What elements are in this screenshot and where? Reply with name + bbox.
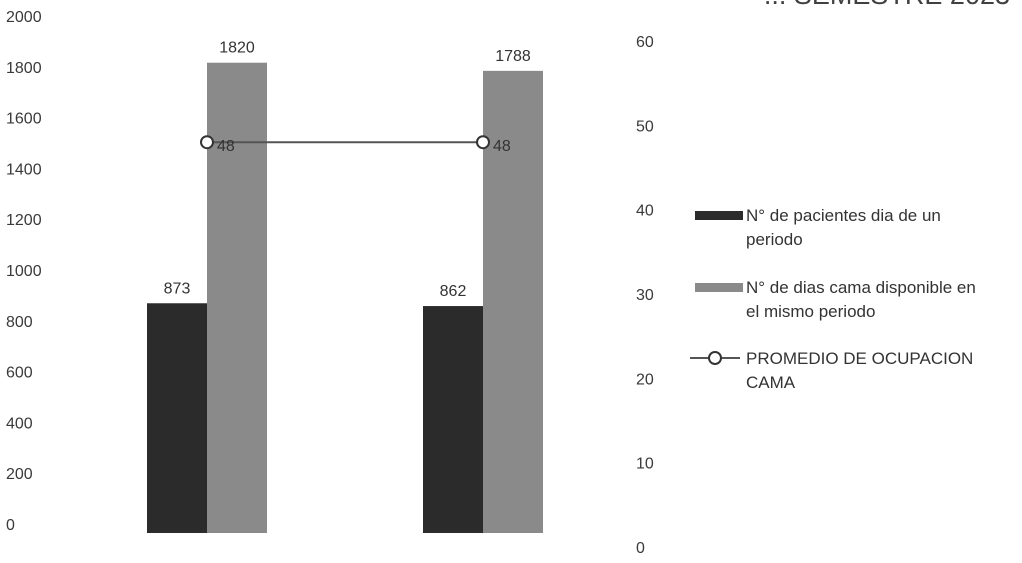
right-tick-label-2: 20 (636, 371, 654, 388)
legend-label-3-line2: CAMA (746, 373, 796, 392)
bar-series1-cat2 (423, 306, 483, 533)
bar-data-label-series2-cat2: 1788 (495, 48, 531, 65)
line-point-cat2 (476, 135, 490, 150)
legend-swatch-marker (708, 351, 722, 365)
left-tick-label-10: 2000 (6, 9, 42, 26)
right-tick-label-4: 40 (636, 203, 654, 220)
bar-series1-cat1 (147, 303, 207, 533)
bar-series2-cat1 (207, 62, 267, 533)
line-series-group (200, 135, 490, 150)
chart-title: ... SEMESTRE 2023 (764, 0, 1010, 10)
left-tick-label-7: 1400 (6, 161, 42, 178)
bars-group (147, 62, 543, 534)
right-tick-label-3: 30 (636, 287, 654, 304)
left-tick-label-4: 800 (6, 314, 33, 331)
left-y-axis: 0 200 400 600 800 1000 1200 1400 1600 1800 2000 (6, 9, 42, 534)
bar-data-label-series2-cat1: 1820 (219, 40, 255, 57)
line-data-label-cat2: 48 (493, 138, 511, 155)
right-tick-label-1: 10 (636, 456, 654, 473)
right-tick-label-6: 60 (636, 34, 654, 51)
legend-swatch-1 (695, 211, 743, 220)
line-point-cat1 (200, 135, 214, 150)
data-labels-group: 873 862 1820 1788 48 48 (164, 40, 531, 300)
legend-label-1-line1: N° de pacientes dia de un (746, 206, 941, 225)
left-tick-label-9: 1800 (6, 60, 42, 77)
legend-label-2-line1: N° de dias cama disponible en (746, 278, 976, 297)
legend-label-2-line2: el mismo periodo (746, 302, 875, 321)
legend-label-3-line1: PROMEDIO DE OCUPACION (746, 349, 973, 368)
bar-series2-cat2 (483, 70, 543, 534)
left-tick-label-1: 200 (6, 466, 33, 483)
legend-label-1-line2: periodo (746, 230, 803, 249)
left-tick-label-6: 1200 (6, 212, 42, 229)
legend: N° de pacientes dia de un periodo N° de di… (690, 206, 976, 392)
left-tick-label-8: 1600 (6, 111, 42, 128)
bar-data-label-series1-cat1: 873 (164, 280, 191, 297)
left-tick-label-5: 1000 (6, 263, 42, 280)
line-data-label-cat1: 48 (217, 138, 235, 155)
left-tick-label-2: 400 (6, 415, 33, 432)
left-tick-label-3: 600 (6, 365, 33, 382)
bar-data-label-series1-cat2: 862 (440, 283, 467, 300)
right-tick-label-5: 50 (636, 118, 654, 135)
right-y-axis: 0 10 20 30 40 50 60 (636, 34, 654, 557)
left-tick-label-0: 0 (6, 517, 15, 534)
right-tick-label-0: 0 (636, 540, 645, 557)
legend-swatch-2 (695, 283, 743, 292)
